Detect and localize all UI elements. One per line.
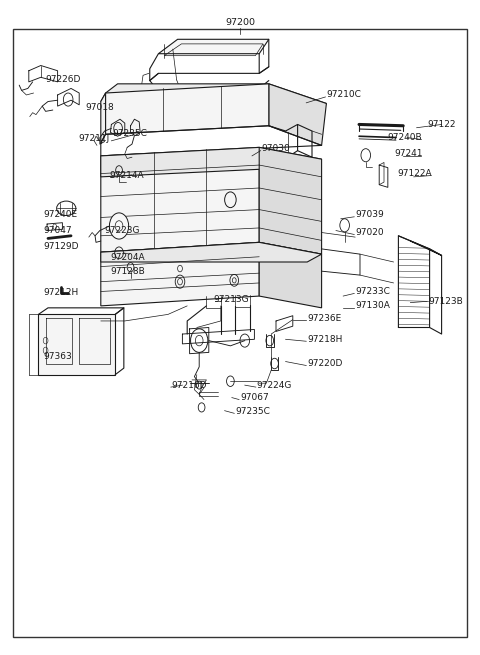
Text: 97212H: 97212H — [43, 288, 78, 297]
Text: 97235C: 97235C — [235, 407, 270, 416]
Circle shape — [109, 213, 129, 239]
Polygon shape — [101, 242, 259, 306]
Polygon shape — [259, 147, 322, 254]
Text: 97210C: 97210C — [326, 90, 361, 100]
Text: 97226D: 97226D — [46, 75, 81, 84]
Text: 97123B: 97123B — [429, 297, 463, 306]
Text: 97122A: 97122A — [397, 169, 432, 178]
Text: 97213G: 97213G — [214, 295, 249, 304]
Text: 97039: 97039 — [355, 210, 384, 219]
Text: 97220D: 97220D — [307, 359, 343, 368]
Text: 97218H: 97218H — [307, 335, 343, 344]
Polygon shape — [158, 39, 269, 54]
Polygon shape — [101, 147, 322, 177]
Text: 97240B: 97240B — [388, 133, 422, 142]
Text: 97233C: 97233C — [355, 287, 390, 296]
Text: 97020: 97020 — [355, 228, 384, 237]
Text: 97236E: 97236E — [307, 314, 341, 323]
Text: 97224G: 97224G — [257, 381, 292, 390]
Text: 97211J: 97211J — [78, 134, 109, 143]
Polygon shape — [101, 242, 322, 262]
Text: 97241: 97241 — [394, 149, 422, 159]
Text: 97204A: 97204A — [110, 253, 145, 262]
Text: 97067: 97067 — [240, 393, 269, 402]
Text: 97047: 97047 — [43, 226, 72, 235]
Text: 97122: 97122 — [428, 120, 456, 129]
Polygon shape — [269, 84, 326, 145]
Text: 97018: 97018 — [85, 103, 114, 112]
Text: 97216D: 97216D — [172, 381, 207, 390]
Text: 97129D: 97129D — [43, 242, 79, 251]
Text: 97128B: 97128B — [110, 267, 145, 276]
Polygon shape — [101, 84, 326, 111]
Text: 97200: 97200 — [225, 18, 255, 28]
Polygon shape — [106, 84, 269, 134]
Polygon shape — [259, 242, 322, 308]
Text: 97235C: 97235C — [113, 129, 148, 138]
Polygon shape — [101, 147, 259, 252]
Polygon shape — [38, 314, 115, 375]
Text: 97223G: 97223G — [105, 226, 140, 235]
Text: 97130A: 97130A — [355, 301, 390, 310]
Text: 97363: 97363 — [43, 352, 72, 362]
Polygon shape — [101, 93, 106, 143]
Text: 97030: 97030 — [262, 144, 290, 153]
Text: 97240E: 97240E — [43, 210, 77, 219]
Text: 97214A: 97214A — [109, 171, 144, 180]
